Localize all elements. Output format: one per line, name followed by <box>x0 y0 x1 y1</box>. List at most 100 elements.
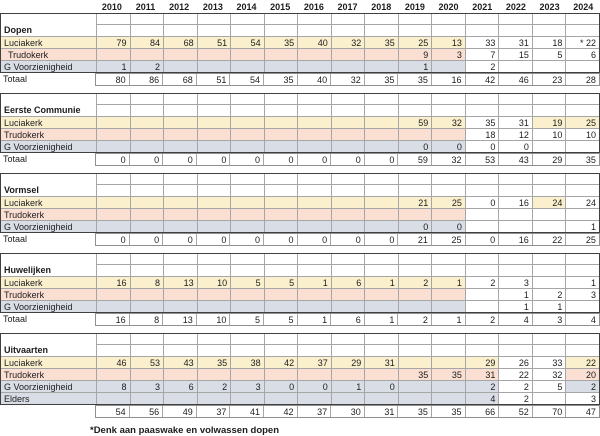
value-cell <box>263 116 298 128</box>
table-row-luciakerk: Luciakerk 21 25 0 16 24 24 <box>1 196 599 208</box>
title-row-cell <box>397 104 432 116</box>
spacer-cell <box>230 174 264 184</box>
title-row-cell <box>364 184 398 196</box>
value-cell <box>565 208 599 220</box>
value-cell: 2 <box>498 380 532 392</box>
title-row-cell <box>330 104 365 116</box>
value-cell <box>263 48 298 60</box>
spacer-cell <box>96 94 130 104</box>
totals-label <box>0 405 95 418</box>
totals-cell: 5 <box>262 314 297 325</box>
value-cell <box>129 196 164 208</box>
title-row-cell <box>464 344 499 356</box>
title-row-cell <box>96 184 130 196</box>
value-cell: 13 <box>163 276 197 288</box>
section-title-row: Huwelijken <box>1 264 599 276</box>
section-title: Huwelijken <box>4 265 52 275</box>
value-cell <box>364 140 398 152</box>
title-row-cell <box>431 344 465 356</box>
title-row-cell <box>431 104 465 116</box>
value-cell <box>431 128 465 140</box>
totals-cell: 70 <box>531 406 566 417</box>
value-cell: 25 <box>397 36 432 48</box>
value-cell <box>263 300 298 312</box>
row-label: G Voorzienigheid <box>1 60 96 72</box>
row-label: Trudokerk <box>1 48 96 60</box>
spacer-cell <box>531 254 566 264</box>
section-title: Eerste Communie <box>4 105 81 115</box>
value-cell <box>263 220 298 232</box>
section-title: Dopen <box>4 25 32 35</box>
value-cell <box>163 60 197 72</box>
spacer-cell <box>397 254 432 264</box>
section-table-huwelijken: Huwelijken Luciakerk 16 8 13 10 5 5 1 6 1 2 1 2 3 1 Trud… <box>0 253 600 313</box>
row-label: G Voorzienigheid <box>1 220 96 232</box>
table-row-luciakerk: Luciakerk 59 32 35 31 19 25 <box>1 116 599 128</box>
spacer-cell <box>163 254 197 264</box>
table-row-g-voorzienigheid: G Voorzienigheid 0 0 1 <box>1 220 599 232</box>
value-cell <box>96 368 130 380</box>
table-row-trudokerk: Trudokerk 1 2 3 <box>1 288 599 300</box>
section-title-row: Eerste Communie <box>1 104 599 116</box>
value-cell <box>96 140 130 152</box>
value-cell: 9 <box>397 48 432 60</box>
value-cell <box>230 116 264 128</box>
value-cell: 33 <box>464 36 499 48</box>
value-cell <box>263 288 298 300</box>
totals-cell: 0 <box>330 234 364 245</box>
totals-cell: 59 <box>397 154 431 165</box>
year-label: 2016 <box>303 1 324 12</box>
value-cell: 3 <box>498 276 532 288</box>
section-title: Vormsel <box>4 185 39 195</box>
row-label: G Voorzienigheid <box>1 380 96 392</box>
value-cell: 10 <box>196 276 231 288</box>
spacer-cell <box>565 174 599 184</box>
value-cell <box>364 116 398 128</box>
value-cell <box>330 196 365 208</box>
spacer-cell <box>330 334 365 344</box>
value-cell: 0 <box>431 220 465 232</box>
title-row-cell <box>498 104 532 116</box>
totals-cell: 0 <box>229 234 263 245</box>
title-row-cell <box>263 344 298 356</box>
year-label: 2012 <box>169 1 190 12</box>
value-cell <box>129 392 164 404</box>
table-row-elders: Elders 4 2 3 <box>1 392 599 404</box>
spacer-cell <box>464 254 499 264</box>
value-cell <box>196 368 231 380</box>
value-cell <box>129 48 164 60</box>
value-cell: 5 <box>531 380 566 392</box>
spacer-cell <box>464 334 499 344</box>
value-cell <box>230 368 264 380</box>
table-row-trudokerk: Trudokerk <box>1 208 599 220</box>
spacer-cell <box>498 254 532 264</box>
value-cell <box>230 48 264 60</box>
value-cell: 59 <box>397 116 432 128</box>
value-cell: 8 <box>129 276 164 288</box>
totals-cell: 46 <box>498 74 532 85</box>
value-cell <box>330 220 365 232</box>
value-cell: 18 <box>464 128 499 140</box>
title-row-cell <box>196 104 231 116</box>
totals-cell: 80 <box>115 75 126 85</box>
totals-cell: 1 <box>430 314 465 325</box>
totals-cell: 43 <box>498 154 532 165</box>
section-table-vormsel: Vormsel Luciakerk 21 25 0 16 24 24 Trudokerk G Vo… <box>0 173 600 233</box>
totals-row: Totaal 0 0 0 0 0 0 0 0 0 59 32 53 43 29 35 <box>0 153 600 166</box>
totals-cell: 86 <box>128 74 163 85</box>
totals-cell: 4 <box>565 314 599 325</box>
value-cell: 22 <box>565 356 599 368</box>
value-cell <box>498 60 532 72</box>
title-row-cell <box>431 184 465 196</box>
totals-grid: 0 0 0 0 0 0 0 0 0 21 25 0 16 22 25 <box>95 233 600 246</box>
value-cell <box>330 392 365 404</box>
value-cell <box>364 48 398 60</box>
totals-cell: 16 <box>430 74 465 85</box>
value-cell: 7 <box>464 48 499 60</box>
title-row-cell <box>364 104 398 116</box>
totals-cell: 54 <box>115 407 126 417</box>
value-cell <box>129 288 164 300</box>
spacer-cell <box>230 14 264 24</box>
totals-cell: 0 <box>195 154 230 165</box>
value-cell: 79 <box>96 36 130 48</box>
